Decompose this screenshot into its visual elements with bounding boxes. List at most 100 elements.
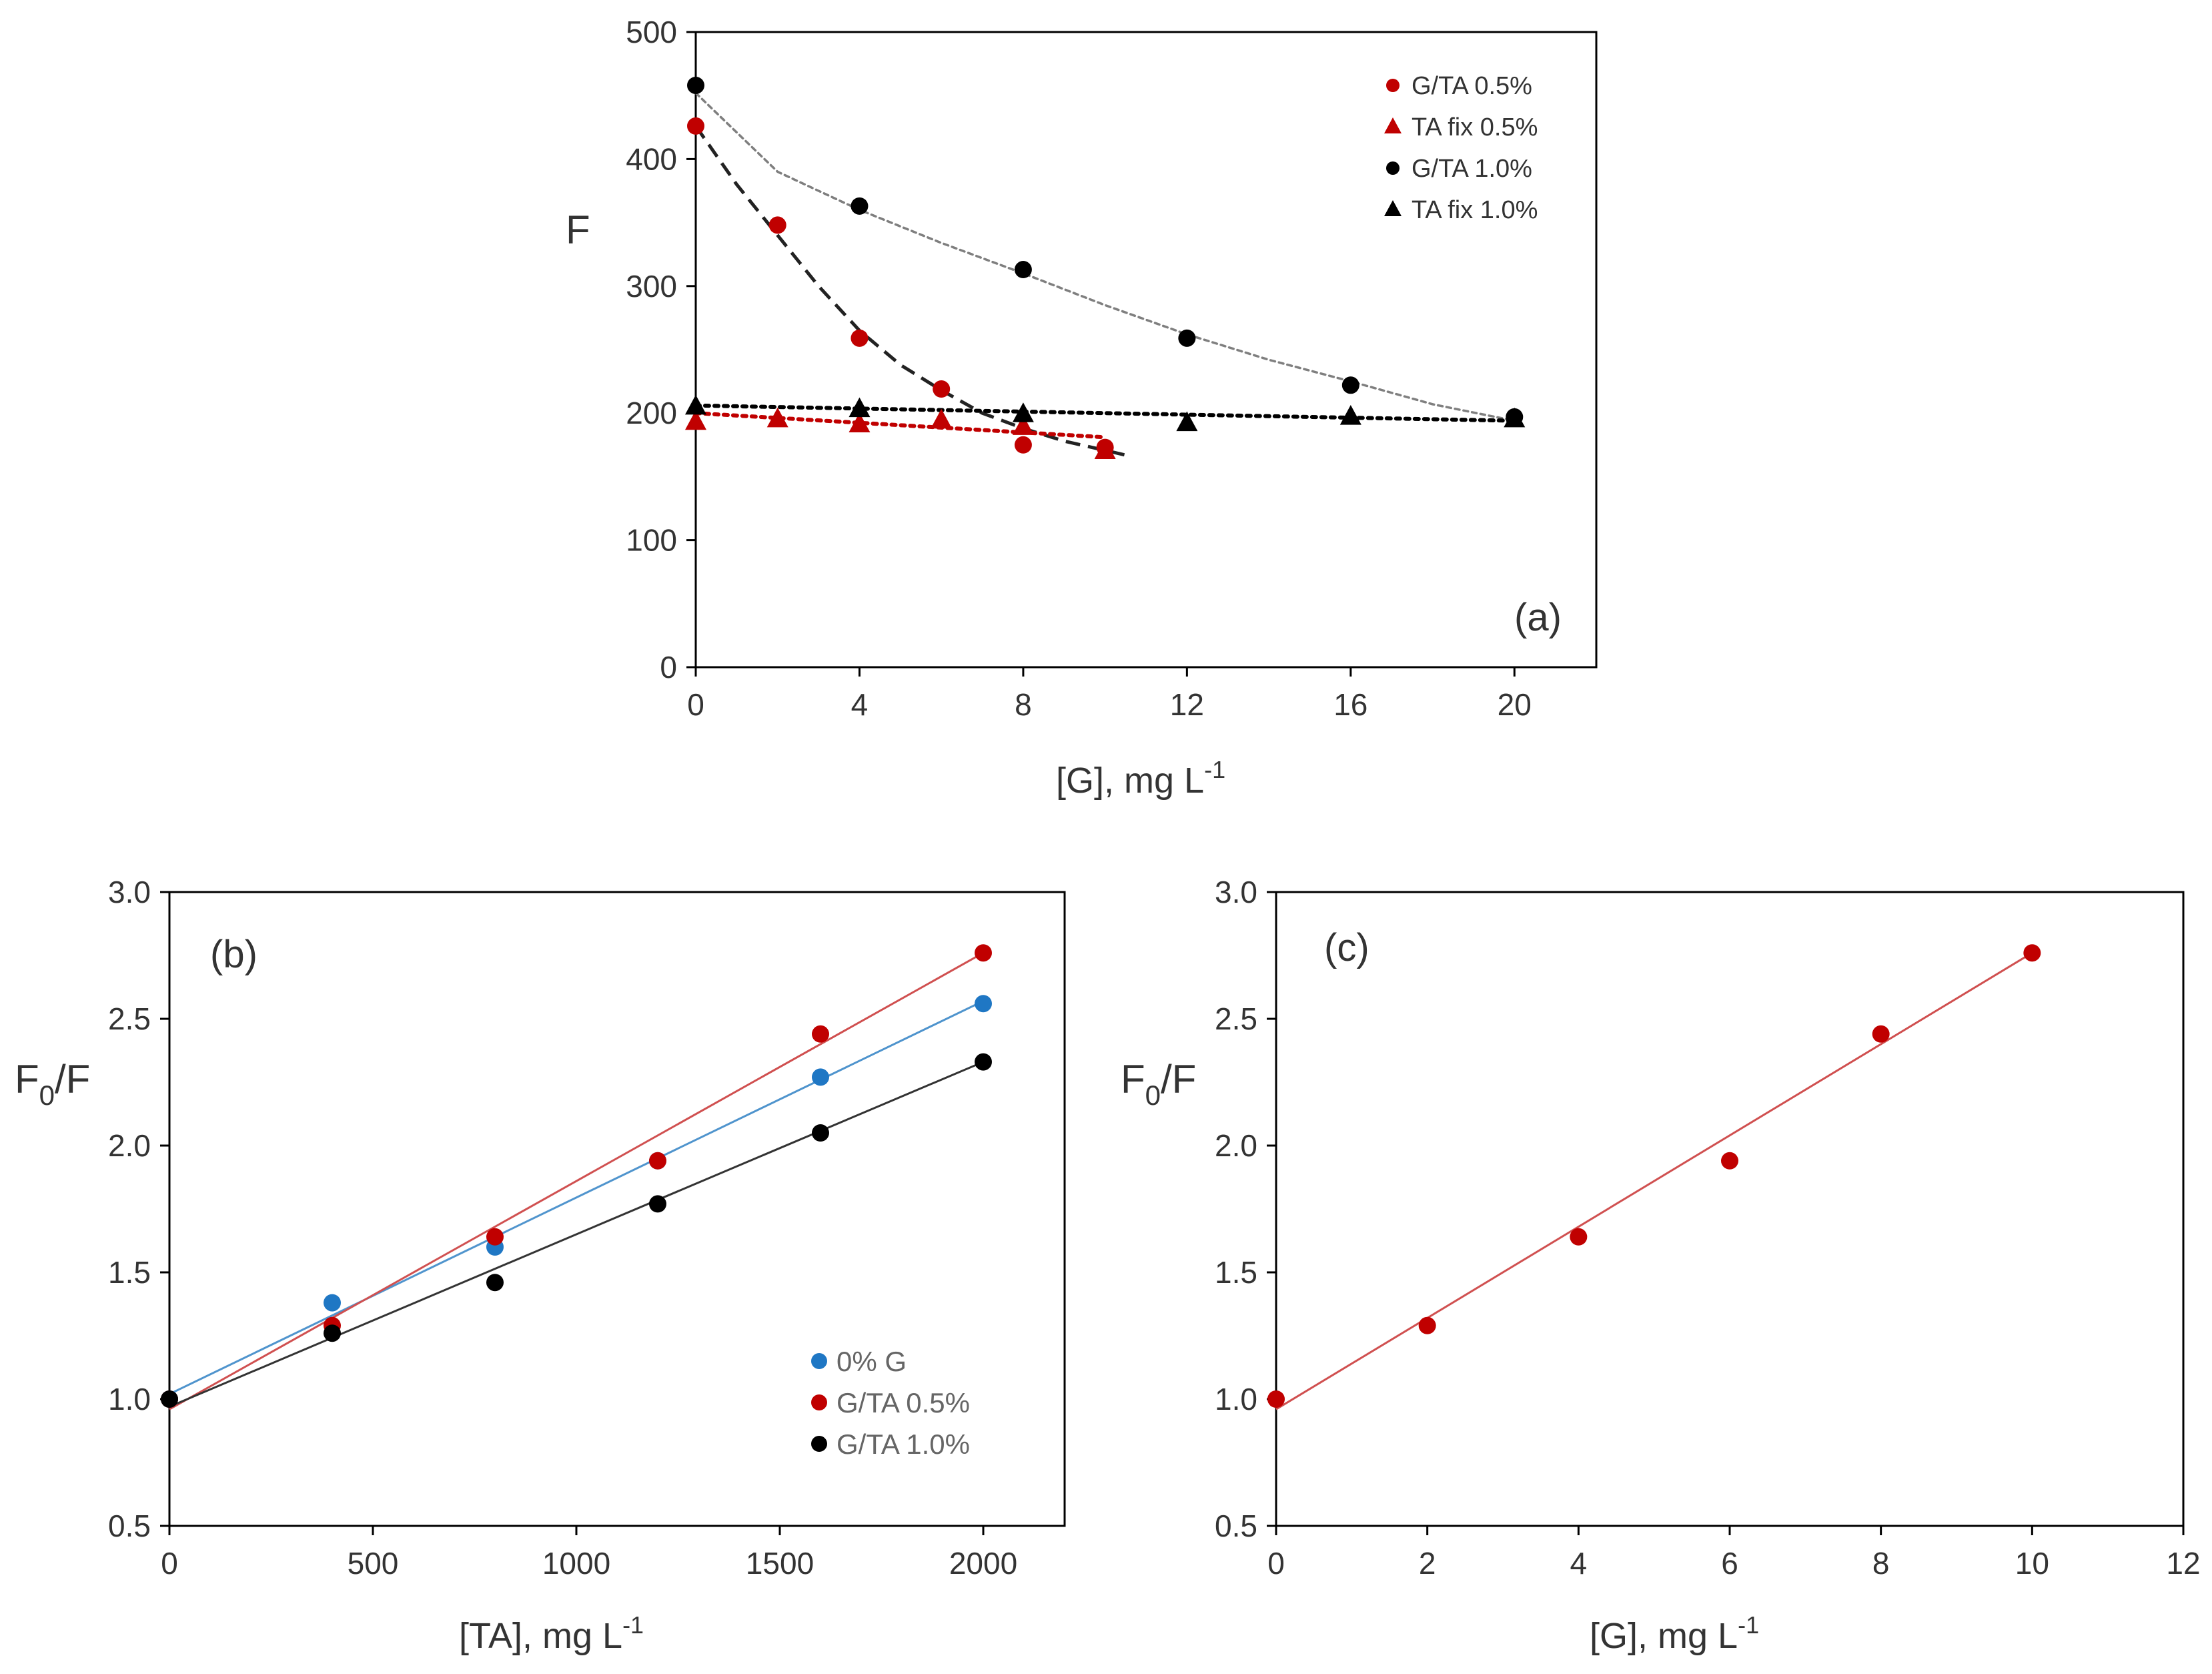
panel-a-fit-line-3 [694, 403, 1517, 423]
panel-b-series-2-point [486, 1274, 504, 1292]
panel-a-series-3-point [849, 397, 871, 418]
panel-b-legend-marker-0 [811, 1353, 827, 1369]
panel-b-series-1-point [812, 1025, 829, 1043]
panel-b-legend-marker-2 [811, 1436, 827, 1452]
panel-b-series-1-point [649, 1152, 666, 1170]
panel-b-series-2-point [161, 1390, 178, 1408]
panel-a-x-tick-label: 12 [1170, 687, 1204, 722]
panel-c-x-tick-label: 6 [1721, 1546, 1738, 1581]
panel-a-series-1-point [849, 412, 871, 433]
panel-b-y-axis-label-sub: 0 [39, 1080, 55, 1111]
panel-b-legend-label-1: G/TA 0.5% [837, 1387, 970, 1418]
panel-a-legend-marker-1 [1384, 117, 1402, 133]
panel-c-y-tick-label: 3.0 [1215, 875, 1257, 909]
panel-a-legend-label-1: TA fix 0.5% [1412, 113, 1538, 141]
panel-a-series-3-point [1504, 407, 1526, 428]
panel-b-series-2-point [649, 1195, 666, 1213]
panel-c-fit-line-0 [1275, 951, 2033, 1410]
panel-c-y-axis-label: F0/F [1121, 1057, 1196, 1111]
panel-c-y-axis-label-main: F [1121, 1057, 1145, 1102]
panel-a-x-axis-label-sup: -1 [1204, 756, 1225, 783]
panel-a-y-tick-label: 500 [626, 15, 677, 49]
panel-b-x-tick-label: 500 [348, 1546, 399, 1581]
panel-c-x-tick-label: 12 [2166, 1546, 2200, 1581]
panel-b-fit-lines [169, 951, 984, 1410]
panel-c-y-axis-label-tail: /F [1161, 1057, 1196, 1102]
panel-c-axis-ticks: 0 2 4 6 8 10 12 0.5 1.0 1.5 2.0 2.5 3.0 [1215, 875, 2201, 1581]
panel-a-series-0-point [768, 216, 786, 234]
panel-a-series-0-point [933, 380, 951, 398]
panel-a-series-1-point [1012, 415, 1034, 435]
panel-b-y-tick-label: 2.0 [108, 1128, 151, 1163]
panel-b-y-tick-label: 0.5 [108, 1509, 151, 1543]
panel-c-series-0-point [2023, 944, 2041, 962]
panel-a-legend-label-2: G/TA 1.0% [1412, 155, 1532, 183]
panel-c-y-tick-label: 2.5 [1215, 1001, 1257, 1036]
panel-b-y-tick-label: 2.5 [108, 1001, 151, 1036]
panel-a-x-tick-label: 4 [851, 687, 869, 722]
panel-b-y-tick-label: 1.0 [108, 1382, 151, 1416]
panel-b-legend-marker-1 [811, 1394, 827, 1410]
panel-a-series-3-point [1176, 411, 1198, 432]
panel-a-legend-marker-2 [1386, 161, 1400, 175]
panel-a-x-axis-label-main: [G], mg L [1056, 761, 1204, 801]
panel-a-fit-line-1 [694, 411, 1107, 440]
panel-b-label: (b) [210, 933, 257, 976]
panel-c-y-tick-label: 0.5 [1215, 1509, 1257, 1543]
panel-a-series-2-point [1341, 376, 1359, 394]
panel-a-x-tick-label: 20 [1498, 687, 1532, 722]
panel-a-x-axis-label: [G], mg L-1 [1056, 756, 1225, 801]
panel-b-x-tick-label: 2000 [949, 1546, 1017, 1581]
panel-b-y-axis-label-tail: /F [55, 1057, 90, 1102]
panel-b-series-0-point [812, 1068, 829, 1086]
panel-a-series-0-point [687, 117, 704, 135]
panel-a-fit-lines [694, 91, 1517, 457]
panel-a-legend-marker-0 [1386, 79, 1400, 92]
panel-a-series-0-point [851, 329, 869, 347]
panel-c-fit-lines [1275, 951, 2033, 1410]
panel-a-series-3-point [1012, 402, 1034, 422]
panel-b-series-0-point [324, 1294, 341, 1312]
panel-b-x-tick-label: 1000 [542, 1546, 610, 1581]
panel-c-y-axis-label-sub: 0 [1145, 1080, 1161, 1111]
panel-c-chart: 0 2 4 6 8 10 120.51.01.52.02.53.0 F0/F [G], mg… [1121, 875, 2201, 1656]
panel-b-x-tick-label: 1500 [746, 1546, 814, 1581]
panel-a-series-3-point [1339, 405, 1361, 425]
panel-c-series-0-point [1267, 1390, 1285, 1408]
panel-a-legend: G/TA 0.5% TA fix 0.5% G/TA 1.0% TA fix 1.0% [1384, 72, 1538, 224]
panel-b-x-axis-label-sup: -1 [622, 1611, 644, 1639]
panel-c-label: (c) [1324, 926, 1369, 969]
panel-c-x-axis-label: [G], mg L-1 [1590, 1611, 1759, 1656]
panel-b-y-axis-label-main: F [15, 1057, 39, 1102]
panel-a-series-2-point [851, 197, 869, 215]
panel-b-series-2-point [975, 1053, 992, 1071]
panel-b-fit-line-2 [169, 1061, 984, 1408]
panel-a-series-1-point [766, 407, 788, 428]
panel-b-plot-frame [168, 891, 1066, 1527]
panel-c-x-tick-label: 2 [1419, 1546, 1436, 1581]
panel-c-series-0-point [1872, 1025, 1890, 1043]
panel-c-series-0-point [1721, 1152, 1738, 1170]
panel-a-series-1-point [931, 408, 953, 429]
panel-a-legend-label-3: TA fix 1.0% [1412, 196, 1538, 224]
panel-c-data-points [1267, 944, 2041, 1408]
panel-a-x-tick-label: 16 [1333, 687, 1367, 722]
panel-a-series-2-point [1178, 329, 1196, 347]
panel-b-x-tick-label: 0 [161, 1546, 178, 1581]
panel-b-axis-ticks: 0 500 1000 1500 2000 0.5 1.0 1.5 2.0 2.5 3.0 [108, 875, 1017, 1581]
panel-b-legend-label-0: 0% G [837, 1346, 907, 1377]
panel-b-x-axis-label: [TA], mg L-1 [459, 1611, 644, 1656]
panel-c-x-tick-label: 0 [1267, 1546, 1285, 1581]
panel-a-series-1-point [685, 410, 706, 430]
panel-a-y-tick-label: 100 [626, 523, 677, 558]
panel-c-plot-frame [1275, 891, 2185, 1527]
panel-b-x-axis-label-main: [TA], mg L [459, 1616, 622, 1656]
panel-b-y-axis-label: F0/F [15, 1057, 90, 1111]
panel-b-series-0-point [975, 995, 992, 1013]
panel-b-fit-line-1 [169, 951, 984, 1410]
panel-a-legend-label-0: G/TA 0.5% [1412, 72, 1532, 100]
panel-b-legend: 0% G G/TA 0.5% G/TA 1.0% [811, 1346, 970, 1460]
